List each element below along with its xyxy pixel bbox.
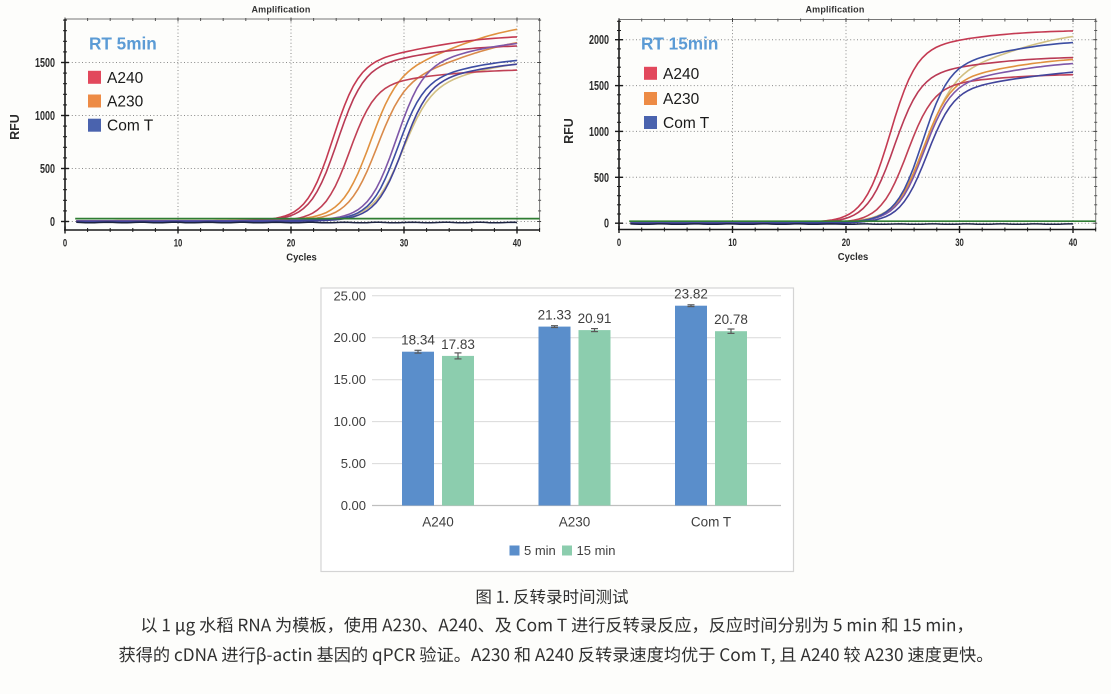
svg-text:RFU: RFU bbox=[8, 114, 22, 140]
svg-text:5.00: 5.00 bbox=[341, 456, 366, 471]
svg-text:0: 0 bbox=[617, 237, 621, 249]
svg-text:21.33: 21.33 bbox=[538, 308, 572, 323]
svg-text:1500: 1500 bbox=[35, 56, 55, 70]
svg-text:A230: A230 bbox=[663, 91, 700, 108]
svg-text:20.00: 20.00 bbox=[333, 330, 366, 345]
svg-text:A230: A230 bbox=[107, 94, 144, 111]
svg-text:5 min: 5 min bbox=[524, 543, 556, 558]
svg-text:1000: 1000 bbox=[589, 125, 609, 139]
svg-text:2000: 2000 bbox=[589, 33, 609, 47]
svg-text:Com T: Com T bbox=[691, 515, 731, 530]
svg-text:1500: 1500 bbox=[589, 79, 609, 93]
svg-text:20.91: 20.91 bbox=[578, 311, 612, 326]
svg-text:0: 0 bbox=[604, 217, 609, 231]
svg-text:A240: A240 bbox=[422, 515, 454, 530]
svg-text:0: 0 bbox=[50, 215, 55, 229]
svg-text:15 min: 15 min bbox=[577, 543, 616, 558]
svg-text:0.00: 0.00 bbox=[341, 498, 366, 513]
svg-text:Amplification: Amplification bbox=[252, 5, 311, 15]
svg-text:Com T: Com T bbox=[107, 118, 154, 135]
svg-text:500: 500 bbox=[40, 162, 55, 176]
svg-text:Amplification: Amplification bbox=[806, 5, 865, 15]
svg-text:1000: 1000 bbox=[35, 109, 55, 123]
svg-text:40: 40 bbox=[1069, 237, 1078, 249]
svg-text:20: 20 bbox=[287, 238, 296, 250]
svg-text:500: 500 bbox=[594, 171, 609, 185]
svg-text:A230: A230 bbox=[559, 515, 591, 530]
svg-text:A240: A240 bbox=[107, 70, 144, 87]
svg-text:20.78: 20.78 bbox=[714, 312, 748, 327]
svg-text:RT 5min: RT 5min bbox=[89, 34, 157, 54]
svg-text:40: 40 bbox=[513, 238, 522, 250]
svg-text:15.00: 15.00 bbox=[333, 372, 366, 387]
svg-text:RFU: RFU bbox=[562, 118, 576, 144]
svg-text:Com T: Com T bbox=[663, 115, 710, 132]
svg-text:30: 30 bbox=[400, 238, 409, 250]
svg-text:17.83: 17.83 bbox=[441, 337, 475, 352]
svg-text:20: 20 bbox=[842, 237, 851, 249]
svg-text:10: 10 bbox=[728, 237, 737, 249]
svg-text:25.00: 25.00 bbox=[333, 288, 366, 303]
svg-text:Cycles: Cycles bbox=[286, 253, 317, 264]
svg-text:23.82: 23.82 bbox=[674, 287, 708, 302]
svg-text:18.34: 18.34 bbox=[401, 333, 435, 348]
svg-text:10.00: 10.00 bbox=[333, 414, 366, 429]
svg-text:Cycles: Cycles bbox=[838, 252, 869, 263]
svg-text:10: 10 bbox=[174, 238, 183, 250]
svg-text:0: 0 bbox=[63, 238, 67, 250]
svg-text:RT 15min: RT 15min bbox=[641, 34, 718, 54]
svg-text:A240: A240 bbox=[663, 66, 700, 83]
svg-text:30: 30 bbox=[955, 237, 964, 249]
